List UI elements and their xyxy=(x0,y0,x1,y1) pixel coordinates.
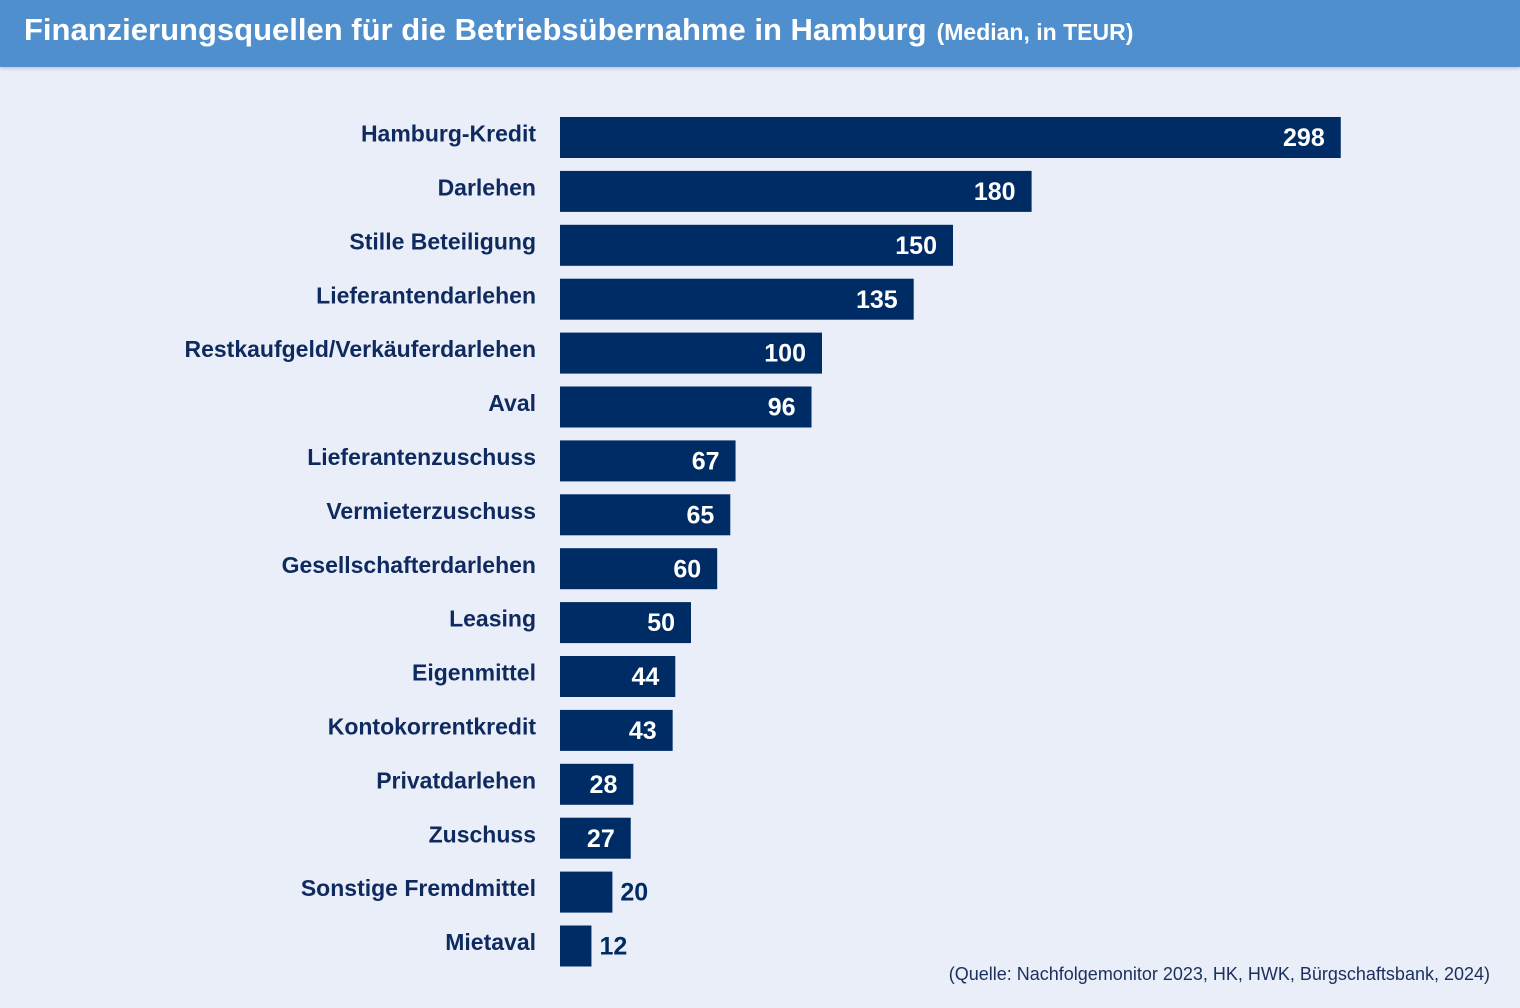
bar xyxy=(560,871,613,913)
bar xyxy=(560,117,1341,158)
category-label: Darlehen xyxy=(438,174,536,200)
category-label: Mietaval xyxy=(445,929,536,955)
data-label: 180 xyxy=(974,178,1016,206)
bar xyxy=(560,170,1032,212)
category-label: Sonstige Fremdmittel xyxy=(301,875,536,901)
bar xyxy=(560,440,736,482)
data-label: 298 xyxy=(1283,124,1325,152)
category-label: Gesellschafterdarlehen xyxy=(282,552,536,578)
bar xyxy=(560,817,631,859)
data-label: 150 xyxy=(895,232,937,260)
bar xyxy=(560,494,731,536)
data-label: 28 xyxy=(590,771,618,799)
header-bar: Finanzierungsquellen für die Betriebsübe… xyxy=(0,0,1520,67)
bar xyxy=(560,602,691,644)
category-label: Stille Beteiligung xyxy=(349,228,536,254)
category-label: Lieferantendarlehen xyxy=(316,282,536,308)
data-label: 43 xyxy=(629,717,657,745)
data-label: 50 xyxy=(647,609,675,637)
category-label: Vermieterzuschuss xyxy=(326,498,536,524)
data-label: 20 xyxy=(620,879,648,907)
chart-title-text: Finanzierungsquellen für die Betriebsübe… xyxy=(24,12,927,47)
category-label: Lieferantenzuschuss xyxy=(307,444,536,470)
category-label: Aval xyxy=(488,390,536,416)
category-label: Eigenmittel xyxy=(412,660,536,686)
data-label: 67 xyxy=(692,448,720,476)
category-label: Zuschuss xyxy=(429,821,536,847)
data-label: 96 xyxy=(768,394,796,422)
category-label: Hamburg-Kredit xyxy=(361,121,536,147)
bar xyxy=(560,332,822,374)
bar-chart: Hamburg-Kredit 298 Darlehen 180 Stille Betei… xyxy=(184,117,1341,967)
data-label: 60 xyxy=(673,555,701,583)
data-label: 135 xyxy=(856,286,898,314)
bar xyxy=(560,925,592,967)
data-label: 12 xyxy=(599,933,627,961)
source-note: (Quelle: Nachfolgemonitor 2023, HK, HWK,… xyxy=(948,964,1490,984)
bar xyxy=(560,224,953,266)
data-label: 44 xyxy=(631,663,659,691)
category-label: Privatdarlehen xyxy=(376,767,536,793)
data-label: 65 xyxy=(686,501,714,529)
data-label: 27 xyxy=(587,825,615,853)
category-label: Restkaufgeld/Verkäuferdarlehen xyxy=(184,336,536,362)
chart-subtitle: (Median, in TEUR) xyxy=(936,19,1134,45)
category-label: Kontokorrentkredit xyxy=(328,713,537,739)
bar xyxy=(560,763,634,805)
bar xyxy=(560,386,812,428)
chart-title: Finanzierungsquellen für die Betriebsübe… xyxy=(24,10,1133,52)
bar xyxy=(560,548,718,590)
category-label: Leasing xyxy=(449,606,536,632)
bar xyxy=(560,709,673,751)
bar xyxy=(560,278,914,320)
data-label: 100 xyxy=(764,340,806,368)
bar xyxy=(560,656,676,697)
